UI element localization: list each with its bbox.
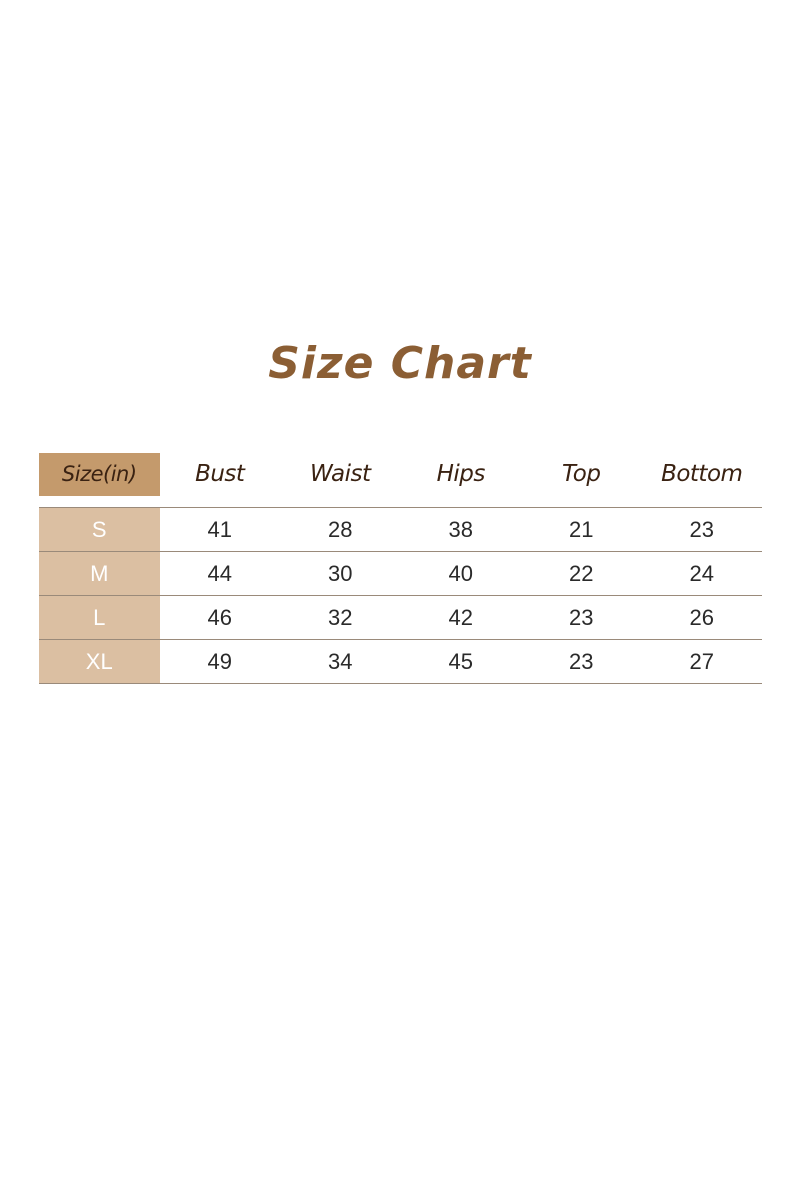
size-cell: M [39,552,160,595]
size-table-body: S 41 28 38 21 23 M 44 30 40 22 24 L 46 32 42 23 26 XL 49 34 4… [39,507,762,684]
header-top: Top [562,461,601,487]
measurement-cell: 41 [207,517,232,542]
measurement-cell: 23 [689,517,714,542]
table-header: Size(in) Bust Waist Hips Top Bottom [39,453,762,496]
measurement-cell: 44 [207,561,232,586]
measurement-cell: 26 [689,605,714,630]
table-row: L 46 32 42 23 26 [39,596,762,640]
header-bust: Bust [195,461,245,487]
measurement-cell: 38 [448,517,473,542]
table-row: XL 49 34 45 23 27 [39,640,762,684]
measurement-cell: 46 [207,605,232,630]
header-hips: Hips [436,461,486,487]
table-row: M 44 30 40 22 24 [39,552,762,596]
measurement-cell: 23 [569,605,594,630]
size-cell: XL [39,640,160,683]
measurement-cell: 45 [448,649,473,674]
measurement-cell: 30 [328,561,353,586]
size-cell: S [39,508,160,551]
size-cell: L [39,596,160,639]
measurement-cell: 28 [328,517,353,542]
measurement-cell: 49 [207,649,232,674]
measurement-cell: 34 [328,649,353,674]
header-size: Size(in) [39,453,160,496]
measurement-cell: 22 [569,561,594,586]
measurement-cell: 27 [689,649,714,674]
measurement-cell: 42 [448,605,473,630]
table-row: S 41 28 38 21 23 [39,508,762,552]
measurement-cell: 21 [569,517,594,542]
measurement-cell: 32 [328,605,353,630]
header-bottom: Bottom [661,461,743,487]
measurement-cell: 40 [448,561,473,586]
page-title: Size Chart [268,338,532,389]
measurement-cell: 23 [569,649,594,674]
measurement-cell: 24 [689,561,714,586]
header-waist: Waist [310,461,371,487]
